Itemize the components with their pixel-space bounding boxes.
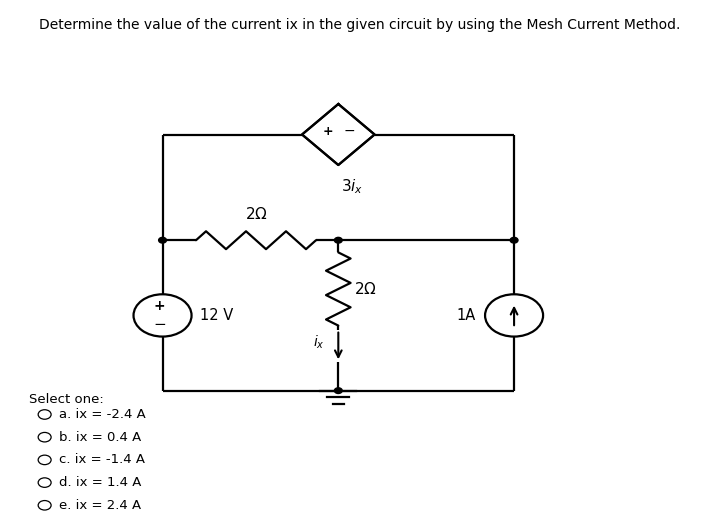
Text: $2\Omega$: $2\Omega$: [354, 281, 377, 297]
Circle shape: [158, 238, 166, 243]
Text: c. ix = -1.4 A: c. ix = -1.4 A: [59, 454, 145, 466]
Polygon shape: [302, 104, 374, 165]
Text: −: −: [153, 317, 166, 332]
Circle shape: [334, 388, 342, 393]
Text: $2\Omega$: $2\Omega$: [245, 206, 267, 222]
Text: 12 V: 12 V: [200, 308, 234, 323]
Text: $3i_x$: $3i_x$: [341, 177, 364, 196]
Text: Determine the value of the current ix in the given circuit by using the Mesh Cur: Determine the value of the current ix in…: [40, 18, 680, 33]
Circle shape: [334, 238, 342, 243]
Text: a. ix = -2.4 A: a. ix = -2.4 A: [59, 408, 145, 421]
Text: 1A: 1A: [457, 308, 476, 323]
Text: d. ix = 1.4 A: d. ix = 1.4 A: [59, 476, 141, 489]
Text: e. ix = 2.4 A: e. ix = 2.4 A: [59, 499, 141, 512]
Text: +: +: [154, 299, 166, 314]
Text: Select one:: Select one:: [29, 393, 104, 407]
Text: −: −: [343, 124, 355, 138]
Text: +: +: [323, 125, 333, 138]
Circle shape: [510, 238, 518, 243]
Text: b. ix = 0.4 A: b. ix = 0.4 A: [59, 431, 141, 444]
Text: $i_x$: $i_x$: [312, 333, 324, 351]
